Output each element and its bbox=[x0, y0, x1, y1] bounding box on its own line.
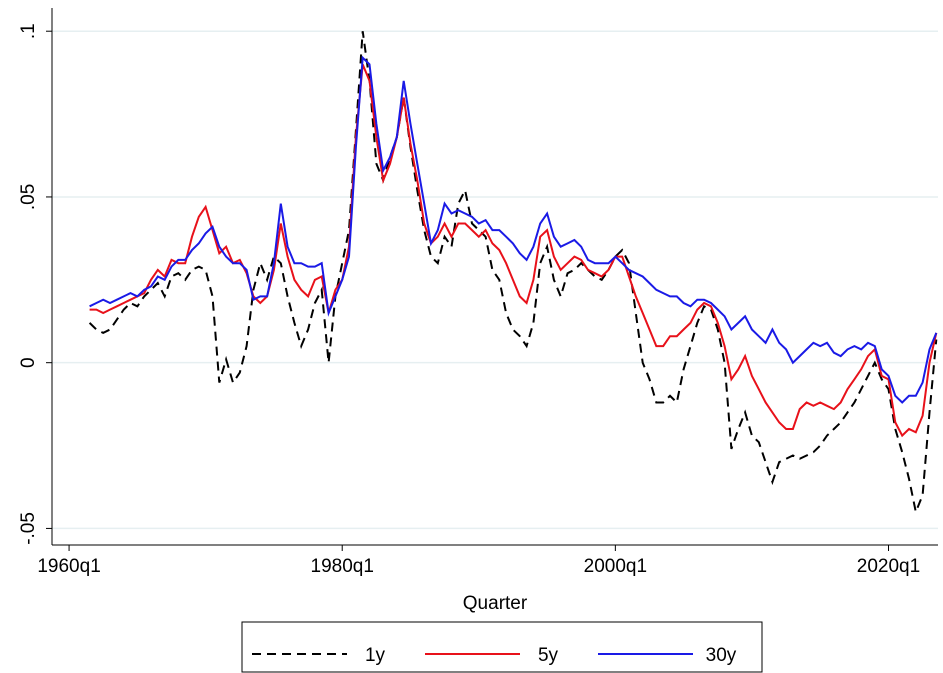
y-tick-label: .1 bbox=[18, 23, 39, 39]
x-axis-title: Quarter bbox=[463, 593, 528, 614]
y-tick-label: -.05 bbox=[18, 512, 39, 545]
x-tick-label: 2000q1 bbox=[584, 556, 647, 577]
x-tick-label: 2020q1 bbox=[857, 556, 920, 577]
series-line bbox=[89, 64, 938, 438]
legend-box bbox=[241, 621, 763, 673]
legend-label: 1y bbox=[365, 645, 386, 666]
series-line bbox=[89, 55, 938, 404]
x-tick-label: 1980q1 bbox=[311, 556, 374, 577]
y-tick-label: 0 bbox=[18, 357, 39, 368]
series-line bbox=[88, 31, 938, 516]
legend-label: 30y bbox=[706, 645, 737, 666]
y-tick-label: .05 bbox=[18, 184, 39, 210]
legend-label: 5y bbox=[538, 645, 559, 666]
x-tick-label: 1960q1 bbox=[37, 556, 100, 577]
